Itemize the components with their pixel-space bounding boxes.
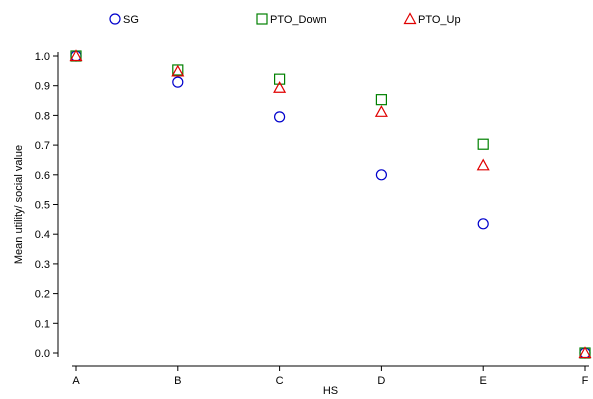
data-point <box>273 81 287 93</box>
legend-marker <box>256 13 268 25</box>
y-tick-label: 0.4 <box>35 229 50 241</box>
y-tick-label: 0.6 <box>35 170 50 182</box>
legend-item: PTO_Up <box>403 12 461 26</box>
y-tick-label: 0.0 <box>35 348 50 360</box>
legend-marker <box>403 12 417 25</box>
legend-item: SG <box>109 13 139 26</box>
x-tick-label: E <box>480 375 487 387</box>
series-sg <box>70 50 591 359</box>
y-tick-label: 0.7 <box>35 140 50 152</box>
x-axis: A B C D E F <box>72 365 589 387</box>
x-tick-label: F <box>582 375 589 387</box>
data-point <box>374 105 388 117</box>
data-point <box>477 138 489 150</box>
y-axis-label: Mean utility/ social value <box>13 145 25 264</box>
data-point <box>375 94 387 106</box>
x-tick-label: D <box>377 375 385 387</box>
legend-label: SG <box>123 14 139 26</box>
y-tick-label: 0.3 <box>35 259 50 271</box>
y-tick-label: 1.0 <box>35 51 50 63</box>
data-point <box>375 169 387 181</box>
y-tick-label: 0.5 <box>35 200 50 212</box>
legend-label: PTO_Up <box>418 14 461 26</box>
data-point <box>171 64 185 77</box>
data-point <box>69 49 83 62</box>
y-tick-label: 0.8 <box>35 110 50 122</box>
legend-item: PTO_Down <box>256 13 327 26</box>
data-point <box>172 76 184 88</box>
data-point <box>477 218 489 230</box>
data-point <box>274 111 286 123</box>
series-pto-down <box>70 50 591 359</box>
x-tick-label: A <box>72 375 80 387</box>
legend-marker <box>109 13 121 25</box>
legend: SG PTO_Down PTO_Up <box>109 12 461 26</box>
data-point <box>578 346 592 359</box>
y-axis: 0.0 0.1 0.2 0.3 0.4 0.5 0.6 0.7 0.8 0.9 1.0 <box>35 51 59 360</box>
x-tick-label: C <box>276 375 284 387</box>
data-point <box>274 73 286 85</box>
y-tick-label: 0.2 <box>35 289 50 301</box>
y-tick-label: 0.9 <box>35 81 50 93</box>
x-axis-label: HS <box>323 385 338 397</box>
data-point <box>476 158 490 171</box>
series-pto-up <box>69 49 592 359</box>
data-points <box>69 49 592 359</box>
y-tick-label: 0.1 <box>35 318 50 330</box>
x-tick-label: B <box>174 375 181 387</box>
legend-label: PTO_Down <box>270 14 327 26</box>
